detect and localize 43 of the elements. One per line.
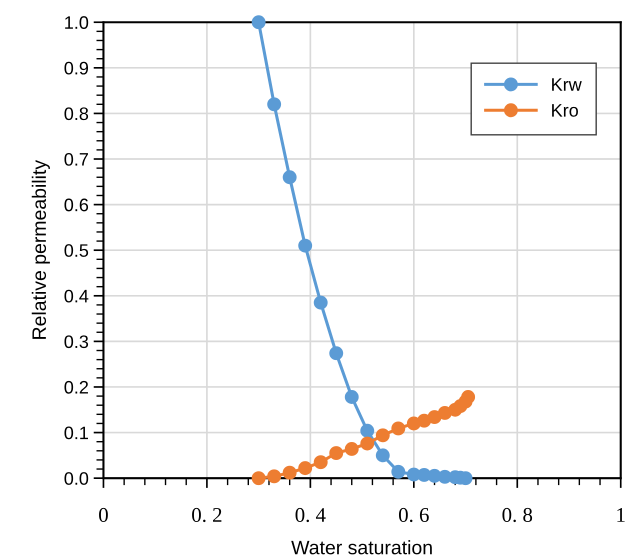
point — [267, 469, 282, 484]
x-tick-label: 0. 2 — [192, 508, 222, 522]
point — [376, 448, 390, 462]
y-tick-label: 0.8 — [64, 107, 88, 120]
y-tick-label: 0.5 — [64, 244, 88, 257]
y-tick-label: 0.0 — [64, 472, 88, 485]
point — [461, 390, 476, 404]
y-tick-label: 0.2 — [64, 380, 88, 394]
y-tick-label: 0.7 — [64, 152, 88, 166]
point — [314, 296, 328, 310]
x-tick-label: 1 — [617, 508, 625, 522]
point — [329, 446, 344, 460]
y-tick-label: 0.6 — [64, 198, 88, 212]
point — [360, 436, 374, 450]
y-tick-label: 1.0 — [65, 16, 88, 29]
point — [282, 466, 297, 480]
y-tick-label: 0.4 — [64, 290, 88, 303]
point — [282, 170, 297, 184]
point — [391, 464, 406, 479]
point — [298, 238, 312, 253]
point — [252, 15, 266, 30]
point — [252, 471, 266, 486]
legend-label: Krw — [552, 78, 582, 91]
x-axis-title: Water saturation — [291, 540, 432, 554]
point — [344, 390, 359, 404]
point — [360, 424, 374, 438]
legend-label: Kro — [552, 104, 578, 117]
point — [376, 428, 390, 442]
x-tick-label: 0 — [99, 508, 108, 522]
y-axis-title: Relative permeability — [32, 160, 50, 339]
point — [428, 410, 442, 424]
y-tick-label: 0.9 — [64, 62, 88, 75]
y-tick-label: 0.1 — [64, 426, 88, 440]
point — [344, 442, 359, 456]
x-tick-label: 0. 6 — [398, 508, 429, 522]
x-tick-label: 0. 8 — [502, 508, 532, 522]
point — [329, 346, 344, 360]
y-tick-label: 0.3 — [64, 335, 88, 348]
point — [267, 97, 282, 112]
point — [391, 422, 406, 436]
point — [298, 461, 312, 476]
x-tick-label: 0. 4 — [296, 508, 326, 522]
point — [314, 455, 328, 470]
